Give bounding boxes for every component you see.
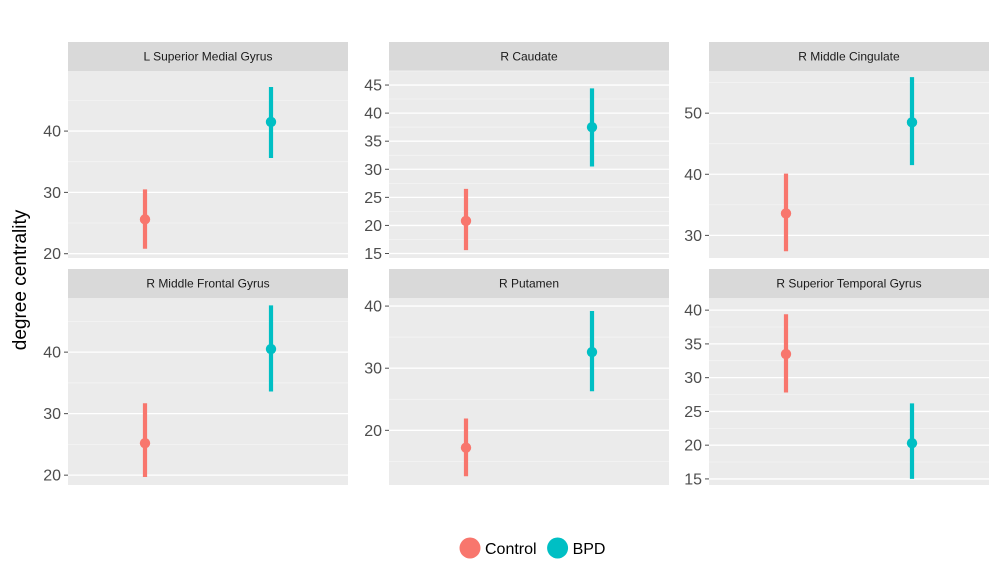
facet-panel-r-superior-temporal-gyrus: R Superior Temporal Gyrus 15 20 25 30 35 40 xyxy=(684,269,989,488)
facet-panels: L Superior Medial Gyrus 20 30 40 R Caudate 15… xyxy=(43,42,989,488)
facet-strip xyxy=(68,42,348,71)
y-tick-label: 25 xyxy=(364,190,382,207)
y-tick-label: 50 xyxy=(684,106,702,123)
facet-panel-r-middle-frontal-gyrus: R Middle Frontal Gyrus 20 30 40 xyxy=(43,269,348,485)
plot-background xyxy=(68,71,348,258)
facet-strip xyxy=(709,269,989,298)
mean-point-bpd xyxy=(906,437,918,449)
facet-strip-label: R Superior Temporal Gyrus xyxy=(776,277,921,291)
plot-background xyxy=(389,71,669,258)
y-tick-label: 30 xyxy=(684,228,702,245)
y-axis-label: degree centrality xyxy=(10,209,31,350)
mean-point-control xyxy=(780,208,792,219)
y-tick-label: 40 xyxy=(684,167,702,184)
mean-point-control xyxy=(139,214,151,225)
y-tick-label: 30 xyxy=(364,361,382,378)
y-tick-label: 30 xyxy=(43,406,61,423)
facet-strip xyxy=(389,42,669,71)
facet-strip-label: R Caudate xyxy=(500,50,558,64)
legend: Control BPD xyxy=(459,537,606,559)
y-tick-label: 40 xyxy=(364,106,382,123)
y-tick-label: 35 xyxy=(684,336,702,353)
y-tick-label: 45 xyxy=(364,78,382,95)
legend-key-control xyxy=(459,537,481,559)
y-tick-label: 20 xyxy=(364,423,382,440)
y-tick-label: 15 xyxy=(684,471,702,488)
plot-background xyxy=(68,298,348,485)
y-tick-label: 20 xyxy=(364,218,382,235)
facet-panel-r-putamen: R Putamen 20 30 40 xyxy=(364,269,669,485)
y-tick-label: 35 xyxy=(364,134,382,151)
mean-point-control xyxy=(460,442,472,453)
y-tick-label: 30 xyxy=(684,370,702,387)
facet-strip-label: R Putamen xyxy=(499,277,559,291)
facet-strip-label: R Middle Cingulate xyxy=(798,50,900,64)
y-tick-label: 20 xyxy=(43,468,61,485)
mean-point-bpd xyxy=(586,121,598,133)
plot-background xyxy=(709,71,989,258)
facet-strip-label: L Superior Medial Gyrus xyxy=(144,50,273,64)
mean-point-bpd xyxy=(586,346,598,358)
mean-point-bpd xyxy=(265,343,277,355)
facet-strip xyxy=(389,269,669,298)
facet-panel-l-superior-medial-gyrus: L Superior Medial Gyrus 20 30 40 xyxy=(43,42,348,263)
y-tick-label: 20 xyxy=(684,438,702,455)
facet-strip-label: R Middle Frontal Gyrus xyxy=(146,277,269,291)
mean-point-control xyxy=(780,348,792,360)
plot-background xyxy=(389,298,669,485)
facet-panel-r-caudate: R Caudate 15 20 25 30 35 40 45 xyxy=(364,42,669,263)
y-tick-label: 30 xyxy=(43,185,61,202)
mean-point-control xyxy=(139,437,151,449)
y-tick-label: 40 xyxy=(364,299,382,316)
legend-key-bpd xyxy=(547,537,569,559)
y-tick-label: 30 xyxy=(364,162,382,179)
facet-strip xyxy=(68,269,348,298)
facet-panel-r-middle-cingulate: R Middle Cingulate 30 40 50 xyxy=(684,42,989,258)
y-tick-label: 25 xyxy=(684,404,702,421)
mean-point-bpd xyxy=(906,117,918,128)
y-tick-label: 20 xyxy=(43,246,61,263)
y-tick-label: 40 xyxy=(43,124,61,141)
legend-label-bpd: BPD xyxy=(573,541,606,558)
y-tick-label: 40 xyxy=(684,303,702,320)
facet-strip xyxy=(709,42,989,71)
mean-point-bpd xyxy=(265,116,277,128)
mean-point-control xyxy=(460,215,472,227)
legend-label-control: Control xyxy=(485,541,537,558)
plot-background xyxy=(709,298,989,485)
y-tick-label: 15 xyxy=(364,246,382,263)
y-tick-label: 40 xyxy=(43,345,61,362)
